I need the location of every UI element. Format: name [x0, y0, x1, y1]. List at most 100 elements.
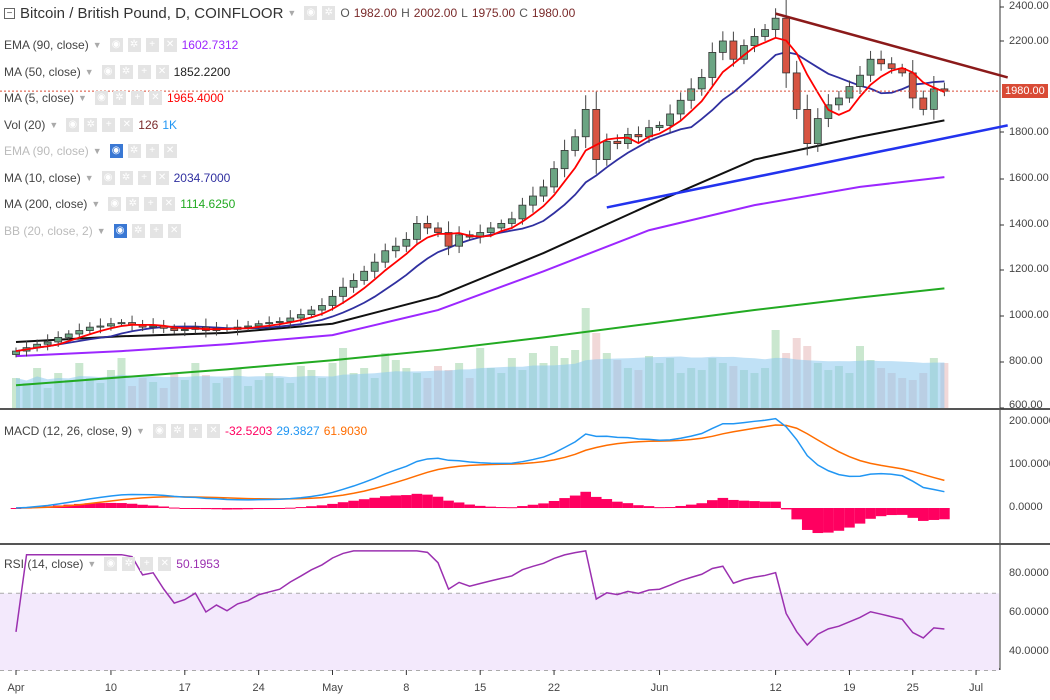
plus-icon[interactable]: +	[149, 223, 163, 238]
eye-icon[interactable]: ◉	[104, 557, 118, 571]
candle-up	[318, 305, 326, 311]
plus-icon[interactable]: +	[102, 117, 116, 132]
close-icon[interactable]: ✕	[148, 91, 162, 105]
eye-icon[interactable]: ◉	[304, 6, 318, 20]
gear-icon[interactable]: ✲	[127, 144, 141, 158]
gear-icon[interactable]: ✲	[112, 91, 126, 105]
eye-icon[interactable]: ◉	[101, 170, 115, 185]
x-axis-label: 17	[178, 682, 191, 694]
candle-up	[507, 218, 516, 224]
gear-icon[interactable]: ✲	[119, 64, 133, 79]
candle-up	[539, 186, 548, 197]
rsi-tick: 60.0000	[1009, 606, 1049, 618]
candle-up	[581, 109, 590, 138]
candle-up	[687, 88, 696, 101]
candle-up	[85, 326, 94, 331]
eye-icon[interactable]: ◉	[101, 64, 115, 79]
macd-histogram-bar	[664, 507, 676, 509]
close-icon[interactable]: ✕	[167, 223, 181, 238]
plus-icon[interactable]: +	[188, 424, 202, 438]
candle-up	[328, 295, 337, 306]
candle-up	[676, 99, 685, 115]
close-icon[interactable]: ✕	[155, 64, 169, 79]
macd-histogram-bar	[474, 505, 486, 508]
chevron-down-icon[interactable]: ▼	[92, 146, 102, 156]
gear-icon[interactable]: ✲	[170, 424, 184, 438]
macd-histogram-bar	[918, 508, 929, 521]
macd-histogram-bar	[137, 504, 148, 508]
macd-histogram-bar	[390, 495, 402, 508]
pane-separator	[0, 408, 1050, 410]
price-tick: 2200.00	[1009, 35, 1049, 47]
volume-bar	[581, 308, 590, 408]
gear-icon[interactable]: ✲	[131, 223, 145, 238]
gear-icon[interactable]: ✲	[322, 6, 336, 20]
macd-histogram-bar	[379, 496, 391, 508]
gear-icon[interactable]: ✲	[122, 557, 136, 571]
eye-icon[interactable]: ◉	[109, 38, 123, 52]
eye-icon[interactable]: ◉	[108, 197, 122, 211]
close-icon[interactable]: ✕	[162, 197, 176, 211]
macd-histogram-bar	[801, 508, 813, 530]
plus-icon[interactable]: +	[130, 91, 144, 105]
chevron-down-icon[interactable]: ▼	[84, 66, 94, 77]
rsi-value: 50.1953	[176, 557, 220, 571]
price-tick: 1400.00	[1009, 218, 1049, 230]
close-icon[interactable]: ✕	[163, 144, 177, 158]
eye-icon[interactable]: ◉	[94, 91, 108, 105]
indicator-value-2: 1K	[162, 117, 177, 132]
chevron-down-icon[interactable]: ▼	[96, 225, 106, 236]
close-icon[interactable]: ✕	[158, 557, 172, 571]
chevron-down-icon[interactable]: ▼	[84, 172, 94, 183]
plus-icon[interactable]: +	[145, 38, 159, 52]
indicator-legend: EMA (90, close) ▼ ◉ ✲ + ✕ 1602.7312	[4, 36, 238, 54]
candle-up	[718, 40, 727, 53]
gear-icon[interactable]: ✲	[127, 38, 141, 52]
eye-icon[interactable]: ◉	[109, 144, 123, 158]
candle-up	[835, 97, 843, 106]
candle-up	[529, 195, 537, 206]
eye-icon[interactable]: ◉	[152, 424, 166, 438]
gear-icon[interactable]: ✲	[126, 197, 140, 211]
macd-histogram-bar	[886, 508, 897, 516]
gear-icon[interactable]: ✲	[84, 117, 98, 132]
macd-histogram-bar	[485, 506, 497, 508]
candle-up	[771, 17, 780, 31]
macd-histogram-bar	[200, 508, 212, 510]
plus-icon[interactable]: +	[137, 170, 151, 185]
close-icon[interactable]: ✕	[163, 38, 177, 52]
high-label: H	[401, 6, 410, 20]
candle-down	[919, 97, 928, 110]
macd-hist-value: -32.5203	[224, 424, 273, 438]
close-icon[interactable]: ✕	[206, 424, 220, 438]
candle-up	[275, 321, 284, 323]
plus-icon[interactable]: +	[137, 64, 151, 79]
close-icon[interactable]: ✕	[120, 117, 134, 132]
candle-up	[666, 113, 674, 126]
plus-icon[interactable]: +	[145, 144, 159, 158]
chevron-down-icon[interactable]: ▼	[87, 559, 97, 569]
macd-histogram-bar	[232, 508, 243, 510]
chevron-down-icon[interactable]: ▼	[78, 93, 87, 103]
indicator-name: MA (50, close)	[4, 64, 81, 79]
plus-icon[interactable]: +	[140, 557, 154, 571]
plus-icon[interactable]: +	[144, 197, 158, 211]
eye-icon[interactable]: ◉	[66, 117, 80, 132]
x-axis-label: 8	[403, 682, 410, 694]
candle-down	[634, 134, 643, 138]
chevron-down-icon[interactable]: ▼	[136, 426, 145, 436]
collapse-icon[interactable]: −	[4, 7, 15, 19]
eye-icon[interactable]: ◉	[113, 223, 127, 238]
macd-histogram-bar	[411, 493, 423, 508]
chevron-down-icon[interactable]: ▼	[287, 8, 297, 18]
chevron-down-icon[interactable]: ▼	[91, 199, 101, 209]
macd-histogram-bar	[369, 497, 380, 508]
candle-down	[444, 232, 453, 247]
close-icon[interactable]: ✕	[155, 170, 169, 185]
x-axis-label: 22	[547, 682, 561, 694]
macd-histogram-bar	[401, 495, 412, 508]
chevron-down-icon[interactable]: ▼	[49, 119, 59, 130]
chevron-down-icon[interactable]: ▼	[92, 40, 102, 50]
gear-icon[interactable]: ✲	[119, 170, 133, 185]
